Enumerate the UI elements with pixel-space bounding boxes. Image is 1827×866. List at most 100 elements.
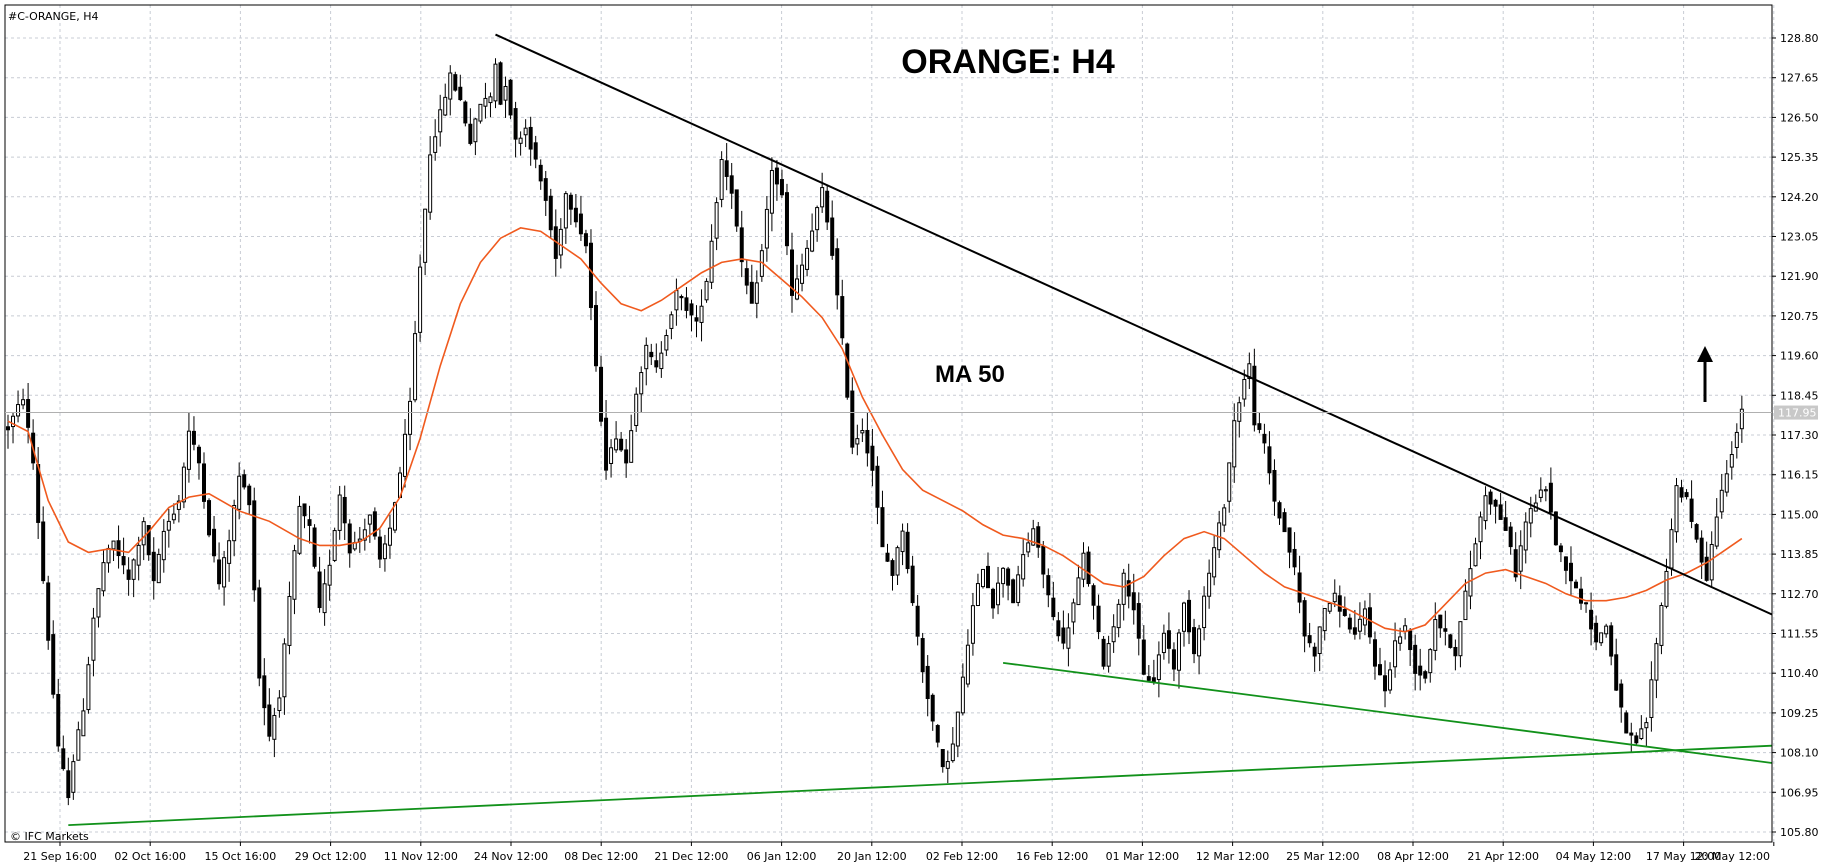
candle-body: [448, 72, 453, 100]
candle-body: [1609, 625, 1614, 657]
candle-body: [498, 62, 503, 105]
candle-body: [1689, 498, 1694, 522]
candle-body: [1322, 607, 1327, 632]
candle-body: [1574, 581, 1578, 589]
candle-body: [191, 430, 196, 445]
x-tick-label: 08 Apr 12:00: [1377, 850, 1449, 863]
candle-body: [136, 544, 141, 566]
ma50-line: [7, 227, 1743, 633]
candle-body: [1503, 517, 1508, 531]
candle-body: [1202, 595, 1207, 629]
candle-body: [1709, 543, 1714, 581]
candle-body: [779, 179, 784, 196]
candle-body: [1031, 528, 1036, 546]
candle-body: [1508, 526, 1513, 548]
candle-body: [619, 438, 624, 451]
candle-body: [1282, 512, 1287, 533]
x-tick-label: 25 Mar 12:00: [1286, 850, 1359, 863]
candle-body: [714, 202, 719, 239]
candle-body: [16, 404, 21, 417]
candle-body: [51, 634, 56, 695]
candle-body: [1383, 675, 1388, 692]
candle-body: [61, 748, 66, 770]
candle-body: [1493, 499, 1498, 507]
candle-body: [111, 540, 116, 550]
candle-body: [1393, 640, 1398, 668]
candle-body: [1398, 636, 1403, 644]
candle-body: [1051, 597, 1056, 618]
candle-body: [975, 583, 980, 606]
candle-body: [599, 366, 604, 422]
candle-body: [1146, 676, 1151, 681]
candle-body: [578, 213, 583, 235]
candle-body: [1538, 489, 1543, 498]
candle-body: [101, 562, 106, 592]
candle-body: [790, 249, 794, 296]
candle-body: [423, 208, 428, 263]
y-tick-label: 121.90: [1780, 270, 1819, 283]
candle-body: [1342, 608, 1347, 616]
candle-body: [1352, 627, 1357, 635]
candle-body: [739, 227, 744, 263]
candle-body: [543, 178, 548, 201]
candle-body: [754, 282, 759, 304]
candle-body: [1644, 722, 1649, 729]
candle-body: [1589, 609, 1594, 630]
candle-body: [588, 242, 593, 308]
candle-body: [880, 507, 885, 548]
candle-body: [563, 193, 568, 229]
candle-body: [1126, 580, 1131, 597]
candle-body: [468, 123, 473, 144]
candle-body: [1001, 567, 1006, 585]
candle-body: [1629, 732, 1634, 736]
candle-body: [800, 264, 805, 284]
candle-body: [1528, 508, 1533, 524]
candle-body: [734, 189, 739, 227]
candle-body: [337, 494, 342, 531]
candle-body: [1478, 516, 1483, 543]
candle-body: [609, 447, 614, 464]
candle-body: [347, 523, 352, 554]
x-tick-label: 20 May 12:00: [1695, 850, 1770, 863]
candle-body: [1443, 628, 1448, 632]
candle-body: [1277, 502, 1282, 519]
x-tick-label: 02 Feb 12:00: [926, 850, 998, 863]
candle-body: [1699, 537, 1704, 563]
candle-body: [181, 466, 186, 503]
candle-body: [1584, 602, 1589, 605]
candle-body: [1498, 504, 1503, 520]
candle-body: [1061, 627, 1066, 644]
candle-body: [1242, 378, 1247, 400]
candle-body: [1081, 552, 1086, 580]
candle-body: [1357, 618, 1362, 632]
candle-body: [1006, 568, 1011, 586]
candle-body: [1604, 625, 1609, 635]
candle-body: [1086, 551, 1091, 585]
candle-body: [237, 475, 242, 510]
time-axis[interactable]: 21 Sep 16:00 02 Oct 16:00 15 Oct 16:00 29 O…: [23, 842, 1775, 863]
candle-body: [302, 503, 307, 517]
price-axis[interactable]: 128.80 127.65 126.50 125.35 124.20 123.05 121.…: [1772, 32, 1819, 839]
candle-body: [935, 725, 940, 743]
candle-body: [910, 565, 915, 604]
candle-body: [1252, 365, 1257, 426]
plot-frame: [4, 4, 1773, 843]
y-tick-label: 118.45: [1780, 389, 1819, 402]
candle-body: [292, 550, 297, 600]
candle-body: [965, 644, 970, 685]
candle-body: [905, 531, 910, 570]
candle-body: [870, 445, 875, 471]
candle-body: [1433, 619, 1438, 651]
trendline-falling-support: [1002, 661, 1773, 764]
candle-body: [674, 290, 679, 311]
candle-body: [538, 164, 543, 182]
candle-body: [36, 464, 41, 523]
candle-body: [1332, 592, 1337, 603]
x-tick-label: 24 Nov 12:00: [474, 850, 548, 863]
candle-body: [1659, 605, 1664, 646]
candle-body: [634, 393, 639, 427]
candle-body: [860, 430, 865, 434]
candle-body: [161, 530, 166, 561]
candle-body: [1166, 630, 1171, 649]
